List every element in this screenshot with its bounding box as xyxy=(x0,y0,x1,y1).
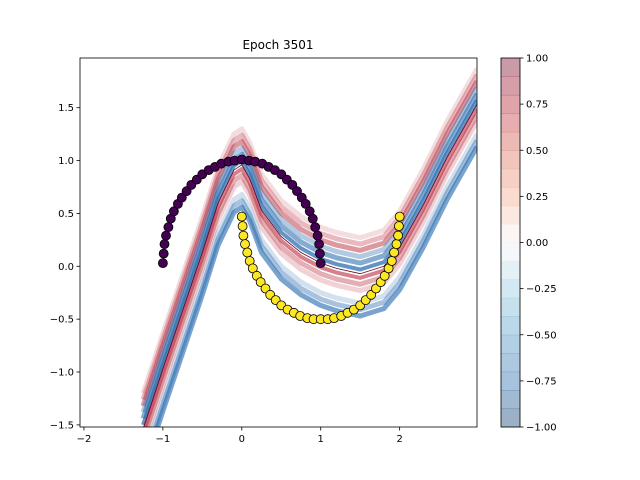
data-point-1-3 xyxy=(240,239,250,250)
y-tick-label: 1.0 xyxy=(58,156,74,167)
x-tick-label: 0 xyxy=(239,434,245,445)
colorbar-ticks: 1.00 0.75 0.50 0.25 0.00 −0.25 −0.50 −0.75 −1.00 xyxy=(520,54,557,434)
x-axis: −2 −1 0 1 2 xyxy=(77,427,403,445)
colorbar-tick-label: 0.50 xyxy=(526,146,548,157)
colorbar-tick-label: 0.25 xyxy=(526,192,548,203)
axes-frame xyxy=(79,57,478,428)
colorbar-tick-label: 0.00 xyxy=(526,238,548,249)
data-point-0-3 xyxy=(161,230,171,241)
boundary-band-0 xyxy=(140,67,477,394)
data-point-0-36 xyxy=(315,258,326,269)
colorbar-step xyxy=(501,334,520,354)
data-point-0-0 xyxy=(157,258,168,269)
data-point-0-31 xyxy=(307,213,318,224)
data-point-1-6 xyxy=(247,263,258,274)
y-tick-label: 0.5 xyxy=(58,209,74,220)
y-tick-label: 0.0 xyxy=(58,262,74,273)
colorbar-step xyxy=(501,131,520,151)
colorbar-gradient xyxy=(501,58,520,428)
data-point-1-35 xyxy=(393,221,404,232)
data-point-0-35 xyxy=(314,248,325,259)
colorbar-step xyxy=(501,205,520,225)
data-point-0-33 xyxy=(312,230,323,241)
colorbar-step xyxy=(501,371,520,391)
data-point-0-6 xyxy=(168,206,179,217)
data-point-0-2 xyxy=(159,239,170,250)
x-tick-label: −2 xyxy=(77,434,92,445)
boundary-band-11 xyxy=(155,145,477,427)
data-point-0-1 xyxy=(158,248,169,259)
boundary-band-8 xyxy=(146,120,477,427)
plot-area xyxy=(79,57,478,428)
data-point-0-32 xyxy=(310,222,321,233)
colorbar-tick-label: −0.75 xyxy=(526,376,557,387)
y-tick-label: −0.5 xyxy=(50,315,74,326)
boundary-band-6 xyxy=(143,107,477,427)
colorbar-step xyxy=(501,242,520,262)
colorbar-step xyxy=(501,260,520,280)
colorbar-step xyxy=(501,168,520,188)
data-point-1-31 xyxy=(386,256,397,266)
colorbar-step xyxy=(501,353,520,373)
plot-background xyxy=(80,58,477,427)
colorbar-step xyxy=(501,408,520,428)
colorbar-step xyxy=(501,76,520,96)
data-point-1-32 xyxy=(389,247,400,258)
colorbar-tick-label: 0.75 xyxy=(526,100,548,111)
colorbar-step xyxy=(501,113,520,133)
data-point-0-29 xyxy=(300,198,311,209)
colorbar-step xyxy=(501,279,520,299)
colorbar-step xyxy=(501,187,520,207)
x-tick-label: 1 xyxy=(318,434,324,445)
data-point-1-2 xyxy=(238,230,249,241)
colorbar-step xyxy=(501,390,520,410)
data-point-0-4 xyxy=(163,222,174,233)
colorbar-tick-label: 1.00 xyxy=(526,54,548,65)
colorbar-step xyxy=(501,94,520,114)
data-point-1-4 xyxy=(242,247,253,258)
data-points xyxy=(157,154,405,325)
data-point-1-33 xyxy=(391,239,402,250)
boundary-band-9 xyxy=(150,132,477,427)
colorbar-step xyxy=(501,58,520,77)
data-point-1-1 xyxy=(237,221,248,232)
colorbar-step xyxy=(501,316,520,336)
colorbar-step xyxy=(501,297,520,317)
colorbar-tick-label: −0.50 xyxy=(526,330,557,341)
chart-title: Epoch 3501 xyxy=(242,38,313,52)
decision-boundary-bands xyxy=(140,67,477,427)
x-tick-label: −1 xyxy=(155,434,170,445)
boundary-band-7 xyxy=(144,113,477,427)
y-axis: −1.5 −1.0 −0.5 0.0 0.5 1.0 1.5 xyxy=(50,103,80,431)
colorbar-step xyxy=(501,224,520,243)
y-tick-label: −1.5 xyxy=(50,420,74,431)
y-tick-label: 1.5 xyxy=(58,103,74,114)
x-tick-label: 2 xyxy=(396,434,402,445)
y-tick-label: −1.0 xyxy=(50,368,74,379)
data-point-0-34 xyxy=(314,239,325,250)
colorbar-tick-label: −1.00 xyxy=(526,423,557,434)
data-point-1-0 xyxy=(236,211,247,222)
colorbar-tick-label: −0.25 xyxy=(526,284,557,295)
data-point-1-34 xyxy=(393,230,404,241)
colorbar-step xyxy=(501,150,520,170)
data-point-1-36 xyxy=(394,211,405,222)
colorbar: 1.00 0.75 0.50 0.25 0.00 −0.25 −0.50 −0.75 −1.00 xyxy=(500,54,557,434)
